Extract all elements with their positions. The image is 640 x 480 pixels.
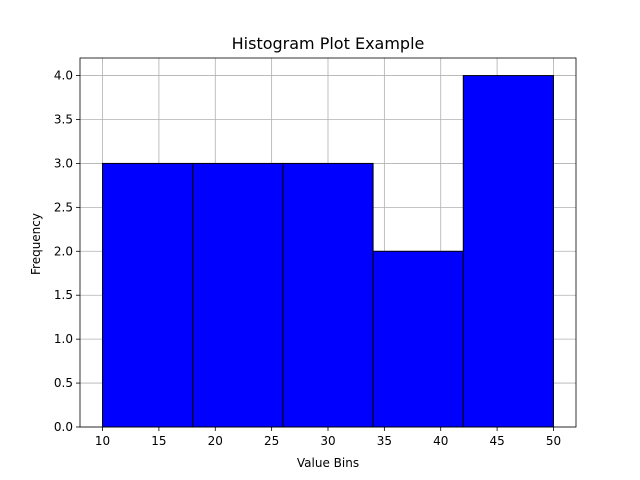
y-tick-label: 0.0	[54, 420, 73, 434]
x-axis-label: Value Bins	[297, 456, 359, 470]
y-tick-label: 4.0	[54, 69, 73, 83]
x-tick-label: 45	[489, 434, 504, 448]
histogram-bar	[282, 162, 374, 428]
y-axis-ticks: 0.0 0.5 1.0 1.5 2.0 2.5 3.0 3.5 4.0	[54, 69, 80, 434]
histogram-bar	[192, 162, 284, 428]
x-axis-ticks: 10 15 20 25 30 35 40 45 50	[95, 427, 561, 448]
x-tick-label: 30	[320, 434, 335, 448]
histogram-bar	[462, 75, 554, 428]
x-tick-label: 35	[377, 434, 392, 448]
x-tick-label: 40	[433, 434, 448, 448]
x-tick-label: 10	[95, 434, 110, 448]
x-tick-label: 20	[208, 434, 223, 448]
y-tick-label: 1.5	[54, 288, 73, 302]
y-tick-label: 2.0	[54, 244, 73, 258]
y-tick-label: 3.5	[54, 113, 73, 127]
x-tick-label: 50	[546, 434, 561, 448]
x-tick-label: 25	[264, 434, 279, 448]
histogram-bar	[102, 162, 194, 428]
y-tick-label: 3.0	[54, 156, 73, 170]
histogram-bars	[102, 75, 554, 428]
x-tick-label: 15	[151, 434, 166, 448]
y-tick-label: 0.5	[54, 376, 73, 390]
y-tick-label: 2.5	[54, 200, 73, 214]
histogram-bar	[372, 250, 464, 428]
y-axis-label: Frequency	[29, 213, 43, 275]
y-tick-label: 1.0	[54, 332, 73, 346]
chart-title: Histogram Plot Example	[232, 34, 425, 53]
